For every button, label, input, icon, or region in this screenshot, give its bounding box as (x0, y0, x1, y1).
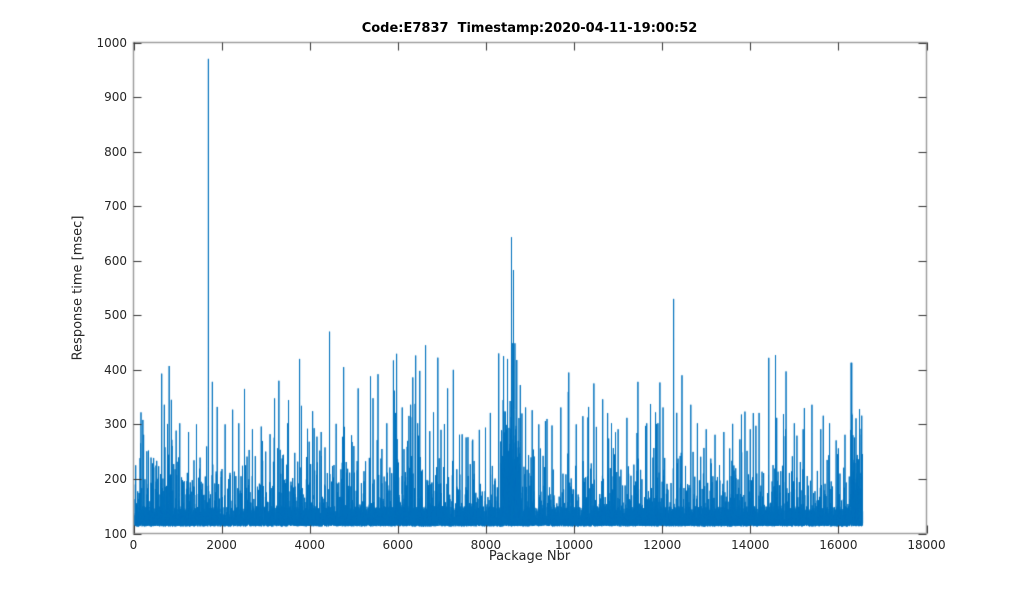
x-axis-label: Package Nbr (488, 549, 571, 564)
x-tick-label: 18000 (907, 538, 946, 552)
x-tick-label: 0 (129, 538, 138, 552)
x-tick-label: 8000 (470, 538, 502, 552)
y-tick-label: 900 (104, 90, 127, 105)
y-tick-label: 800 (104, 144, 127, 159)
y-tick-label: 100 (104, 526, 127, 541)
x-tick-label: 12000 (643, 538, 682, 552)
y-tick-label: 1000 (96, 35, 127, 50)
x-tick-label: 10000 (554, 538, 594, 552)
x-tick-label: 2000 (206, 538, 237, 552)
x-tick-label: 6000 (382, 538, 414, 552)
y-tick-label: 700 (104, 199, 127, 214)
chart-title: Code:E7837 Timestamp:2020-04-11-19:00:52 (361, 21, 698, 36)
y-axis-label: Response time [msec] (70, 215, 86, 361)
y-tick-label: 500 (104, 308, 127, 323)
y-tick-label: 200 (104, 471, 127, 486)
x-tick-label: 4000 (294, 538, 325, 552)
y-tick-label: 600 (104, 253, 127, 268)
x-tick-label: 14000 (731, 538, 770, 552)
y-tick-label: 300 (104, 417, 127, 432)
y-tick-label: 400 (104, 362, 127, 377)
x-tick-label: 16000 (819, 538, 858, 552)
